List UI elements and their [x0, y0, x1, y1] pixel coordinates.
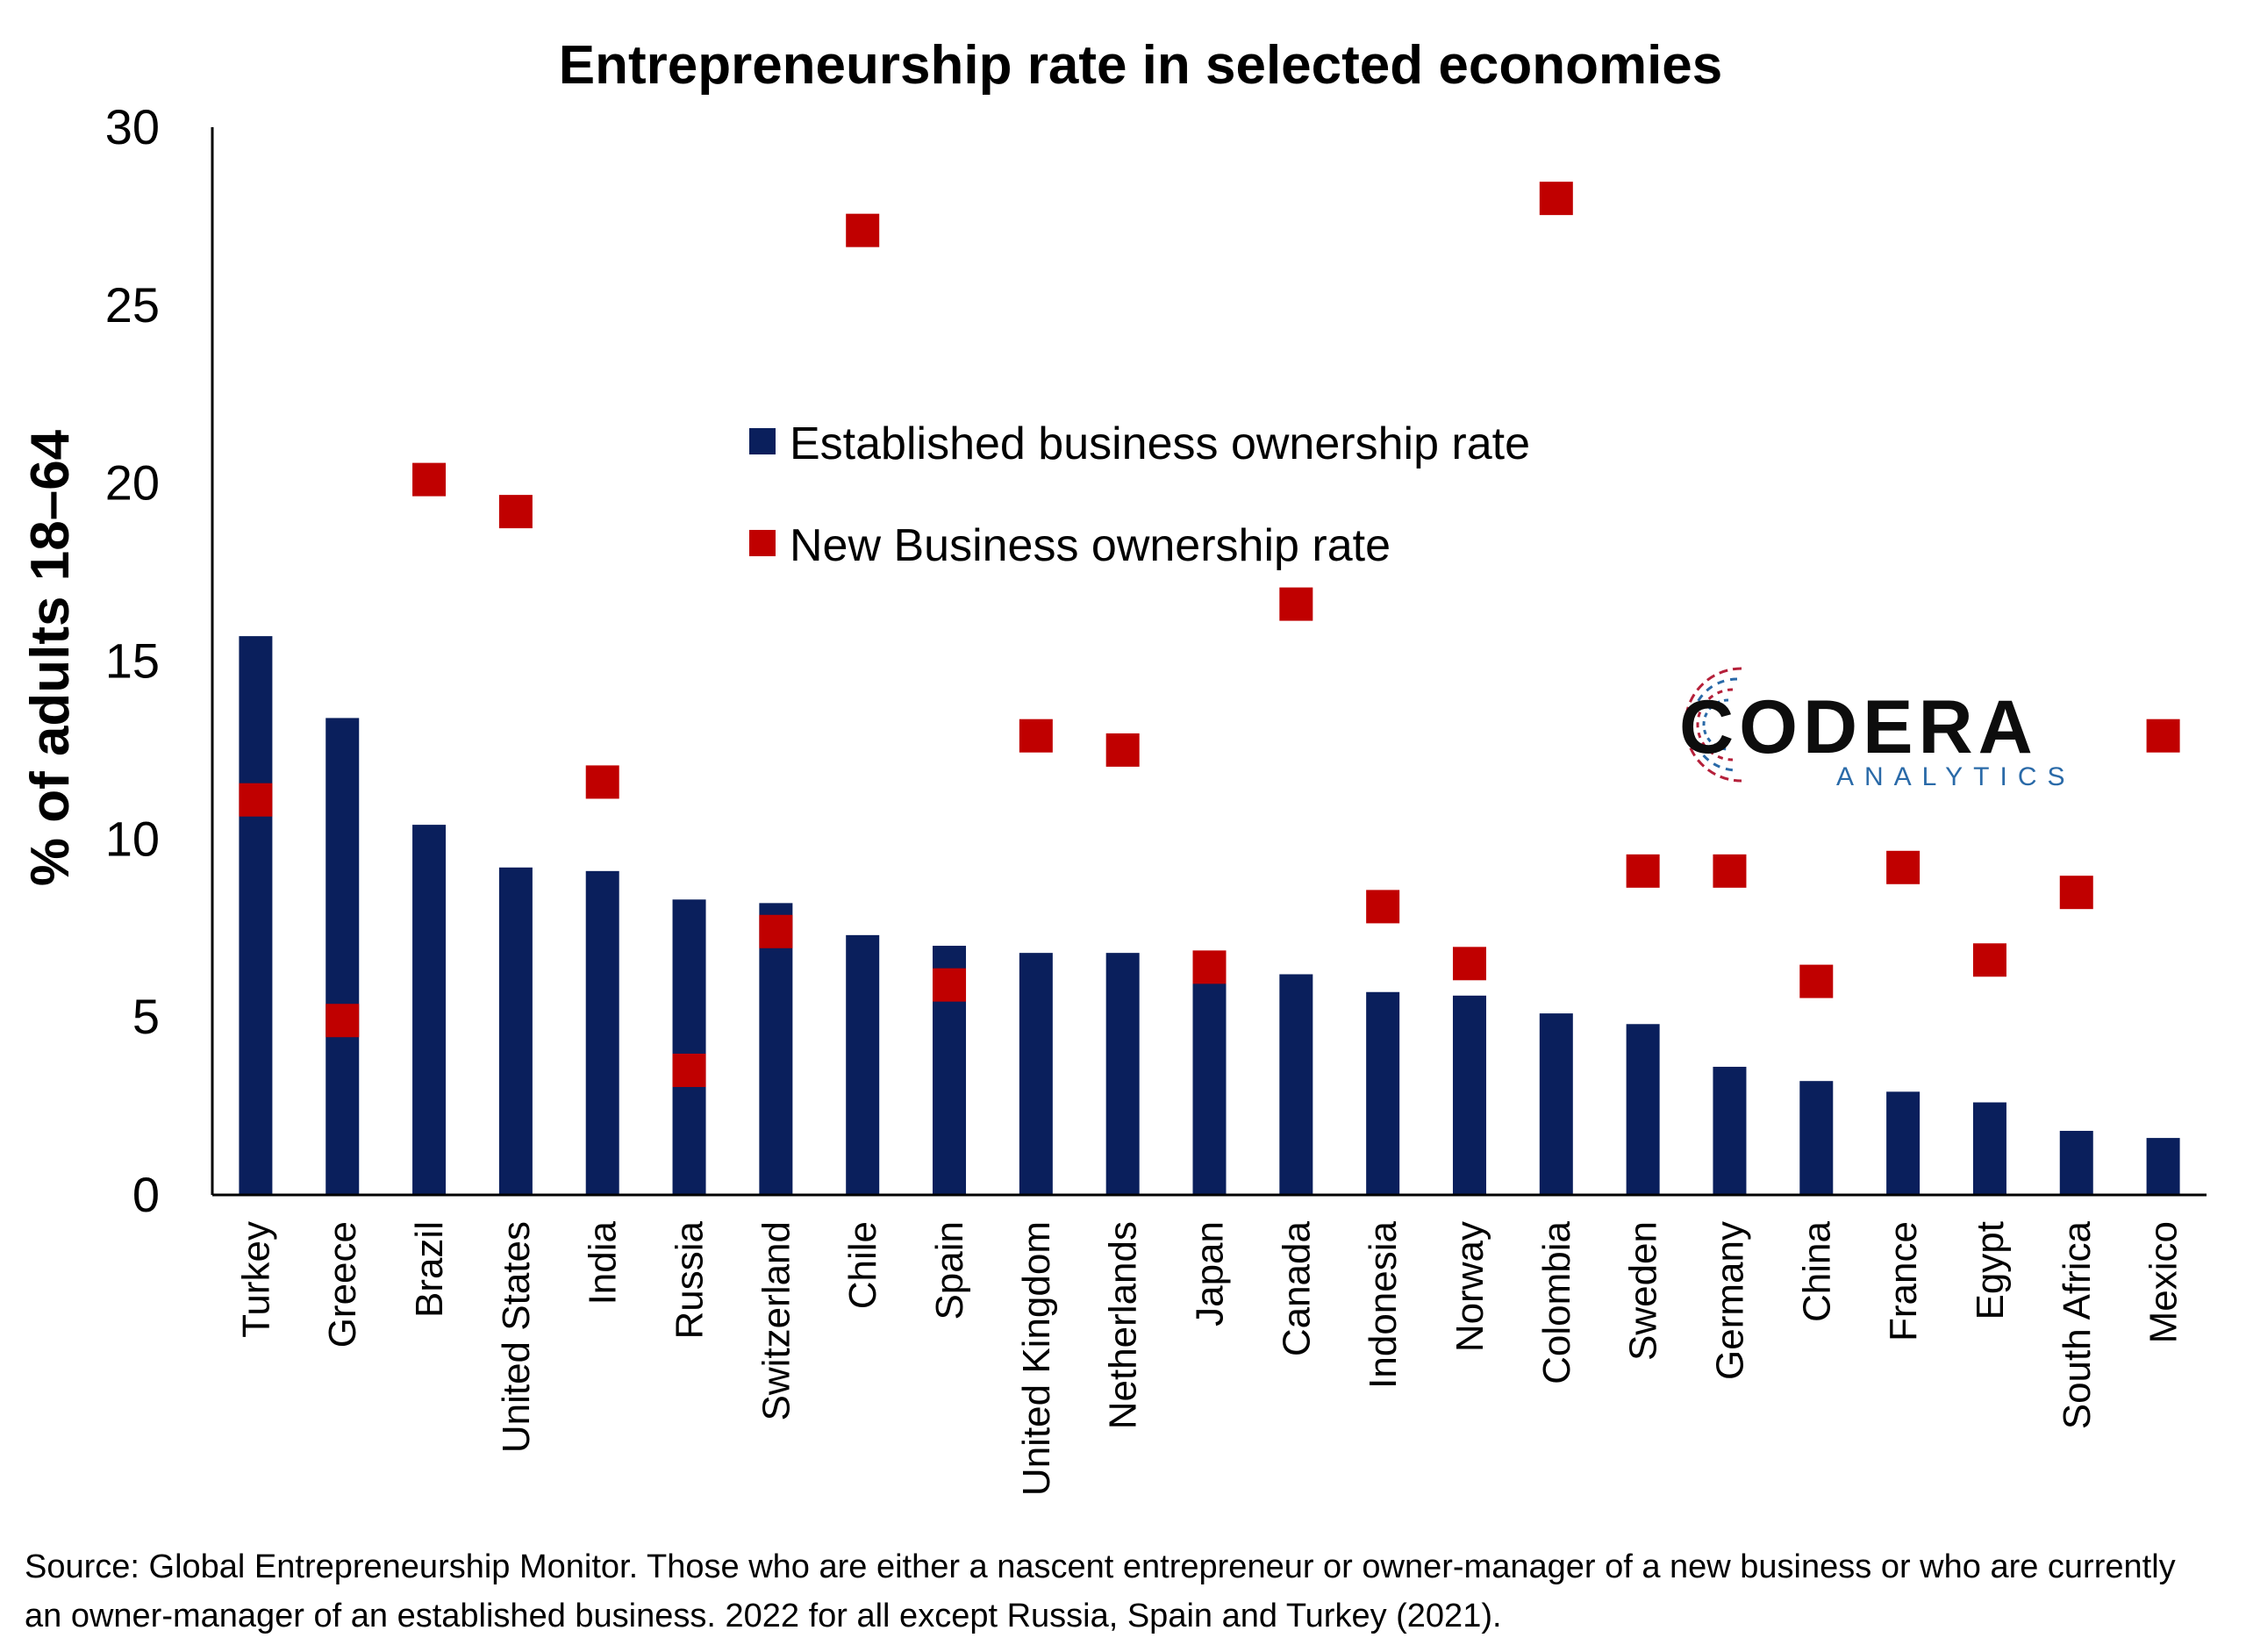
- bar-japan: [1192, 970, 1227, 1195]
- x-tick-label: Japan: [1189, 1221, 1232, 1327]
- marker-egypt: [1972, 943, 2006, 977]
- x-tick-label: United Kingdom: [1015, 1221, 1058, 1496]
- marker-china: [1799, 964, 1834, 998]
- y-tick-label: 25: [105, 277, 160, 333]
- marker-greece: [325, 1004, 360, 1038]
- bar-south-africa: [2059, 1130, 2093, 1195]
- legend-swatch-established: [749, 428, 776, 454]
- x-tick-label: Mexico: [2142, 1221, 2185, 1343]
- legend-label-new: New Business ownership rate: [790, 520, 1391, 571]
- source-note: Source: Global Entrepreneurship Monitor.…: [25, 1548, 2176, 1634]
- x-tick-label: Switzerland: [755, 1221, 798, 1420]
- bar-united-states: [498, 867, 533, 1195]
- y-axis-label: % of adults 18–64: [20, 429, 81, 886]
- x-tick-label: Netherlands: [1102, 1221, 1145, 1429]
- bar-chile: [846, 934, 880, 1195]
- bar-russia: [672, 899, 706, 1195]
- x-tick-label: Colombia: [1535, 1220, 1578, 1384]
- chart: Entrepreneurship rate in selected econom…: [20, 35, 2207, 1496]
- x-tick-label: Germany: [1708, 1221, 1751, 1380]
- codera-analytics-logo: CODERA ANALYTICS: [1679, 667, 2076, 791]
- marker-japan: [1192, 950, 1227, 984]
- bar-egypt: [1972, 1102, 2006, 1195]
- x-tick-label: Greece: [321, 1221, 364, 1348]
- x-tick-label: Canada: [1275, 1220, 1318, 1356]
- marker-canada: [1279, 587, 1313, 621]
- x-tick-label: China: [1795, 1220, 1838, 1321]
- bar-mexico: [2146, 1138, 2180, 1195]
- chart-title: Entrepreneurship rate in selected econom…: [559, 35, 1723, 96]
- x-tick-label: South Africa: [2056, 1220, 2099, 1429]
- bar-china: [1799, 1081, 1834, 1195]
- x-tick-label: Sweden: [1622, 1221, 1665, 1361]
- x-tick-label: Indonesia: [1362, 1220, 1405, 1388]
- bar-netherlands: [1105, 953, 1140, 1195]
- marker-united-states: [498, 495, 533, 529]
- logo-arc-icon: [1684, 667, 1742, 783]
- marker-sweden: [1626, 854, 1660, 888]
- marker-mexico: [2146, 719, 2180, 753]
- marker-norway: [1452, 947, 1486, 981]
- y-tick-label: 10: [105, 811, 160, 866]
- bar-canada: [1279, 974, 1313, 1195]
- marker-netherlands: [1105, 733, 1140, 767]
- marker-france: [1886, 850, 1921, 884]
- x-tick-label: Norway: [1448, 1221, 1491, 1352]
- bar-brazil: [412, 825, 447, 1195]
- bar-india: [585, 870, 619, 1195]
- marker-india: [585, 765, 619, 799]
- x-axis-ticks: Turkey Greece Brazil United States India Russ…: [234, 1220, 2185, 1496]
- marker-spain: [933, 968, 967, 1002]
- bar-norway: [1452, 995, 1486, 1195]
- legend-label-established: Established business ownership rate: [790, 418, 1530, 469]
- legend: Established business ownership rate New …: [749, 418, 1530, 571]
- bar-colombia: [1539, 1013, 1573, 1195]
- logo-sub: ANALYTICS: [1836, 762, 2076, 791]
- marker-south-africa: [2059, 876, 2093, 910]
- x-tick-label: France: [1882, 1221, 1925, 1341]
- x-tick-label: Brazil: [408, 1221, 451, 1318]
- legend-swatch-new: [749, 530, 776, 556]
- x-tick-label: United States: [495, 1221, 538, 1453]
- bar-france: [1886, 1091, 1921, 1195]
- y-axis-ticks: 0 5 10 15 20 25 30: [105, 99, 160, 1222]
- x-tick-label: Russia: [669, 1220, 712, 1339]
- marker-chile: [846, 213, 880, 247]
- y-tick-label: 15: [105, 633, 160, 689]
- bar-series: [239, 636, 2180, 1195]
- bar-sweden: [1626, 1024, 1660, 1195]
- y-tick-label: 0: [132, 1167, 160, 1222]
- y-tick-label: 20: [105, 455, 160, 511]
- y-tick-label: 30: [105, 99, 160, 154]
- marker-colombia: [1539, 182, 1573, 216]
- x-tick-label: Egypt: [1969, 1221, 2012, 1320]
- bar-greece: [325, 718, 360, 1195]
- marker-switzerland: [759, 914, 793, 948]
- marker-turkey: [239, 783, 273, 817]
- y-tick-label: 5: [132, 989, 160, 1044]
- x-tick-label: India: [582, 1220, 625, 1305]
- bar-turkey: [239, 636, 273, 1195]
- x-tick-label: Turkey: [234, 1221, 277, 1338]
- bar-germany: [1713, 1066, 1747, 1195]
- x-tick-label: Chile: [841, 1221, 884, 1309]
- bar-united-kingdom: [1019, 953, 1053, 1195]
- marker-indonesia: [1366, 890, 1400, 924]
- marker-russia: [672, 1054, 706, 1088]
- bar-switzerland: [759, 903, 793, 1195]
- marker-brazil: [412, 462, 447, 497]
- scatter-series: [239, 182, 2180, 1088]
- x-tick-label: Spain: [928, 1221, 971, 1320]
- marker-germany: [1713, 854, 1747, 888]
- bar-indonesia: [1366, 991, 1400, 1195]
- marker-united-kingdom: [1019, 719, 1053, 753]
- logo-name: CODERA: [1679, 685, 2038, 769]
